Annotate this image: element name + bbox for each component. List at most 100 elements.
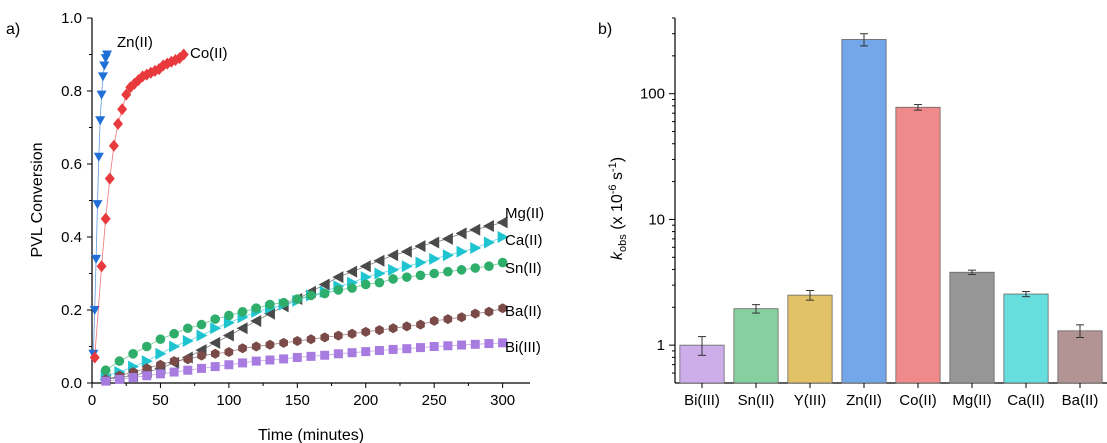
data-point (104, 172, 115, 185)
panel-a-x-axis-title: Time (minutes) (258, 427, 364, 443)
panel-a-label: a) (6, 21, 20, 38)
series-label-coii: Co(II) (190, 45, 228, 62)
data-point (89, 306, 100, 315)
data-point (210, 314, 220, 324)
data-point (361, 326, 371, 337)
data-point (388, 344, 398, 354)
data-point (332, 271, 344, 284)
series-biiii (101, 338, 508, 386)
panel-b-bars (679, 33, 1103, 384)
bar-znii (841, 39, 887, 384)
data-point (347, 328, 357, 339)
series-znii (88, 50, 113, 359)
data-point (263, 307, 275, 320)
data-point (470, 308, 480, 319)
data-point (92, 200, 103, 210)
data-point (416, 343, 425, 353)
data-point (209, 336, 221, 349)
data-point (278, 297, 289, 308)
panel-a-y-tick-label: 1.0 (61, 10, 82, 27)
data-point (197, 350, 206, 361)
series-label-caii: Ca(II) (505, 232, 543, 249)
data-point (196, 319, 207, 330)
data-point (306, 351, 316, 361)
data-point (279, 337, 288, 348)
panel-b-y-tick-label: 10 (648, 211, 665, 228)
data-point (91, 254, 102, 264)
data-point (498, 303, 507, 314)
data-point (224, 310, 234, 321)
data-point (375, 325, 384, 336)
panel-b-y-tick-label: 1 (657, 337, 665, 354)
data-point (346, 265, 358, 278)
data-point (360, 271, 372, 284)
panel-b-y-tick-label: 100 (640, 86, 665, 103)
data-point (96, 90, 107, 100)
panel-a-conversion-plot: a) 0 50 100 150 200 250 300 0.0 0.2 0.4 0.6 0.8 1.0… (6, 10, 544, 443)
series-caii (100, 231, 509, 382)
data-point (320, 350, 330, 360)
panel-a-x-tick-label: 250 (422, 392, 447, 409)
data-point (250, 314, 262, 327)
panel-a-y-tick-label: 0.0 (61, 375, 82, 392)
data-point (455, 227, 467, 240)
data-point (101, 376, 111, 386)
data-point (415, 270, 426, 281)
panel-b-x-tick-label: Ca(II) (1007, 392, 1045, 409)
panel-a-x-tick-label: 50 (152, 392, 169, 409)
data-point (183, 365, 193, 375)
data-point (223, 316, 235, 329)
panel-b-x-tick-label: Sn(II) (738, 392, 775, 409)
bar-mgii (949, 271, 995, 384)
data-point (387, 249, 399, 262)
data-point (415, 256, 427, 269)
data-point (293, 336, 302, 346)
panel-a-series-labels: Zn(II) Co(II) Mg(II) Ca(II) Sn(II) Ba(II) Bi(I… (117, 34, 544, 356)
data-point (319, 288, 330, 299)
data-point (443, 341, 453, 351)
data-point (498, 338, 508, 348)
data-point (484, 306, 494, 317)
data-point (414, 240, 426, 253)
panel-b-y-ticks: 1 10 100 (640, 17, 675, 374)
data-point (155, 369, 165, 379)
data-point (169, 367, 179, 377)
bar-baii (1057, 330, 1103, 384)
data-point (333, 349, 343, 359)
data-point (169, 340, 181, 353)
panel-b-x-tick-label: Ba(II) (1062, 392, 1099, 409)
data-point (429, 342, 439, 351)
data-point (333, 285, 344, 295)
data-point (496, 216, 508, 229)
panel-a-x-tick-label: 200 (353, 392, 378, 409)
data-point (156, 359, 165, 370)
data-point (401, 260, 413, 273)
data-point (456, 245, 468, 258)
panel-a-x-ticks: 0 50 100 150 200 250 300 (88, 383, 515, 409)
data-point (279, 354, 289, 364)
data-point (182, 335, 194, 348)
data-point (95, 116, 106, 126)
data-point (402, 321, 412, 332)
data-point (429, 252, 441, 265)
data-point (128, 373, 138, 383)
panel-b-x-tick-label: Y(III) (794, 392, 827, 409)
data-point (388, 263, 400, 276)
data-point (236, 322, 248, 335)
data-point (292, 294, 303, 304)
data-point (142, 371, 152, 381)
data-point (483, 236, 495, 249)
data-point (224, 360, 234, 370)
panel-b-label: b) (598, 21, 612, 38)
panel-a-y-ticks: 0.0 0.2 0.4 0.6 0.8 1.0 (61, 10, 92, 392)
data-point (89, 351, 100, 364)
data-point (400, 245, 412, 258)
data-point (113, 117, 124, 130)
series-fit-line (105, 342, 503, 382)
data-point (388, 323, 398, 334)
data-point (178, 48, 189, 61)
series-label-mgii: Mg(II) (505, 205, 544, 222)
data-point (469, 223, 481, 236)
bar-snii (733, 308, 779, 384)
